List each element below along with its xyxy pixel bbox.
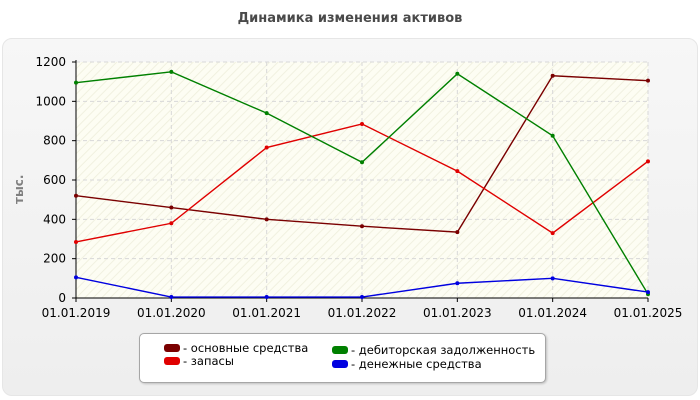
series-0-point-1: [169, 205, 174, 210]
legend-item-3: - денежные средства: [332, 357, 482, 371]
series-1-point-0: [74, 239, 78, 244]
y-tick-label-0: 0: [58, 291, 66, 305]
series-3-point-1: [169, 295, 174, 300]
series-2-point-4: [455, 71, 460, 76]
legend-swatch-1: [164, 357, 180, 365]
y-tick-label-1: 200: [43, 252, 66, 266]
series-1-point-2: [264, 145, 269, 150]
x-tick-label-1: 01.01.2020: [137, 306, 206, 320]
legend-swatch-2: [332, 346, 348, 354]
series-3-point-4: [455, 281, 460, 286]
series-0-point-2: [264, 217, 269, 222]
legend-label-2: - дебиторская задолженность: [351, 343, 536, 357]
x-tick-label-3: 01.01.2022: [328, 306, 397, 320]
series-1-point-4: [455, 169, 460, 174]
legend-label-0: - основные средства: [183, 341, 309, 355]
legend: - основные средства - запасы - дебиторск…: [139, 333, 546, 383]
x-tick-label-4: 01.01.2023: [423, 306, 492, 320]
y-tick-label-3: 600: [43, 173, 66, 187]
series-1-point-6: [646, 159, 650, 164]
legend-item-0: - основные средства: [164, 341, 308, 355]
series-3-point-3: [360, 295, 364, 300]
x-tick-label-6: 01.01.2025: [614, 306, 683, 320]
y-tick-label-2: 400: [43, 212, 66, 226]
y-tick-label-6: 1200: [35, 55, 66, 69]
legend-label-1: - запасы: [183, 354, 234, 368]
series-3-point-6: [646, 290, 650, 295]
series-2-point-2: [264, 111, 269, 116]
legend-item-1: - запасы: [164, 354, 234, 368]
legend-item-2: - дебиторская задолженность: [332, 343, 535, 357]
legend-swatch-3: [332, 360, 348, 368]
chart-title: Динамика изменения активов: [237, 11, 463, 26]
series-3-point-0: [74, 275, 78, 280]
series-2-point-0: [74, 80, 78, 85]
series-2-point-1: [169, 69, 174, 74]
legend-swatch-0: [164, 344, 180, 352]
series-0-point-0: [74, 193, 78, 198]
series-3-point-5: [550, 276, 555, 281]
series-0-point-4: [455, 230, 460, 235]
y-tick-label-4: 800: [43, 134, 66, 148]
series-0-point-6: [646, 78, 650, 83]
series-2-point-5: [550, 133, 555, 138]
x-tick-label-5: 01.01.2024: [518, 306, 587, 320]
y-tick-label-5: 1000: [35, 94, 66, 108]
series-0-point-3: [360, 224, 364, 229]
legend-label-3: - денежные средства: [351, 357, 482, 371]
series-1-point-1: [169, 221, 174, 226]
series-1-point-5: [550, 231, 555, 236]
series-3-point-2: [264, 295, 269, 300]
series-0-point-5: [550, 73, 555, 78]
x-tick-label-2: 01.01.2021: [232, 306, 301, 320]
series-2-point-3: [360, 160, 364, 165]
series-1-point-3: [360, 121, 364, 126]
x-tick-label-0: 01.01.2019: [42, 306, 111, 320]
